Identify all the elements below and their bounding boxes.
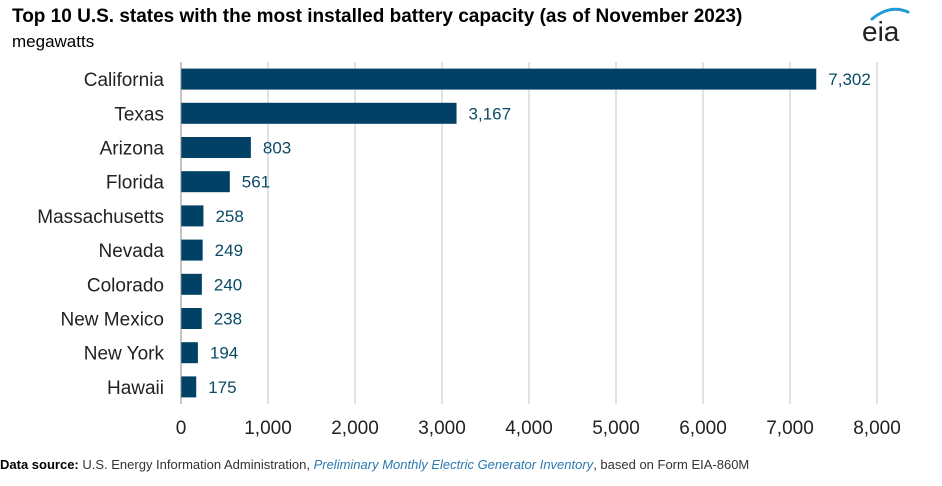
labels: 0 1,000 2,000 3,000 4,000 5,000 6,000 7,000 8,00… bbox=[37, 70, 901, 439]
x-tick-label: 2,000 bbox=[331, 418, 379, 439]
value-label: 258 bbox=[215, 207, 243, 226]
bar bbox=[181, 308, 202, 329]
eia-logo: eia bbox=[862, 7, 910, 46]
bar bbox=[181, 342, 198, 364]
category-label: Texas bbox=[114, 104, 164, 125]
value-label: 175 bbox=[208, 378, 236, 397]
chart-subtitle: megawatts bbox=[12, 32, 95, 51]
bar bbox=[181, 137, 251, 158]
eia-logo-arc-icon bbox=[870, 7, 910, 21]
value-label: 240 bbox=[214, 275, 242, 294]
category-label: Arizona bbox=[100, 139, 165, 160]
bar bbox=[181, 68, 817, 90]
x-tick-label: 1,000 bbox=[244, 418, 292, 439]
bar bbox=[181, 102, 457, 124]
eia-logo-text: eia bbox=[862, 16, 900, 46]
category-label: Florida bbox=[106, 173, 165, 194]
value-label: 238 bbox=[214, 310, 242, 329]
x-tick-label: 8,000 bbox=[853, 418, 901, 439]
bar bbox=[181, 376, 197, 398]
category-label: Colorado bbox=[87, 275, 164, 296]
category-label: New York bbox=[84, 344, 165, 365]
bar bbox=[181, 273, 202, 295]
chart-title: Top 10 U.S. states with the most install… bbox=[12, 6, 743, 27]
data-source-text-b: , based on Form EIA-860M bbox=[593, 457, 750, 472]
x-tick-label: 3,000 bbox=[418, 418, 466, 439]
data-source-text-a: U.S. Energy Information Administration, bbox=[78, 457, 314, 472]
bar bbox=[181, 239, 203, 261]
value-label: 7,302 bbox=[828, 70, 871, 89]
value-label: 3,167 bbox=[469, 104, 512, 123]
x-tick-label: 7,000 bbox=[766, 418, 814, 439]
bars bbox=[181, 68, 817, 398]
value-label: 561 bbox=[242, 173, 270, 192]
category-label: Massachusetts bbox=[37, 207, 164, 228]
bar bbox=[181, 205, 204, 227]
data-source-label: Data source: bbox=[0, 457, 79, 472]
category-label: Nevada bbox=[99, 241, 165, 262]
value-label: 194 bbox=[210, 344, 238, 363]
data-source-link[interactable]: Preliminary Monthly Electric Generator I… bbox=[313, 457, 594, 472]
x-tick-label: 4,000 bbox=[505, 418, 553, 439]
x-tick-label: 6,000 bbox=[679, 418, 727, 439]
x-tick-label: 0 bbox=[176, 418, 187, 439]
value-label: 249 bbox=[215, 241, 243, 260]
data-source-note: Data source: U.S. Energy Information Adm… bbox=[0, 457, 749, 472]
bar-chart: 0 1,000 2,000 3,000 4,000 5,000 6,000 7,000 8,00… bbox=[37, 62, 901, 439]
bar bbox=[181, 171, 230, 193]
value-label: 803 bbox=[263, 139, 291, 158]
x-tick-label: 5,000 bbox=[592, 418, 640, 439]
category-label: New Mexico bbox=[61, 310, 164, 331]
category-label: Hawaii bbox=[107, 378, 164, 399]
category-label: California bbox=[84, 70, 165, 91]
